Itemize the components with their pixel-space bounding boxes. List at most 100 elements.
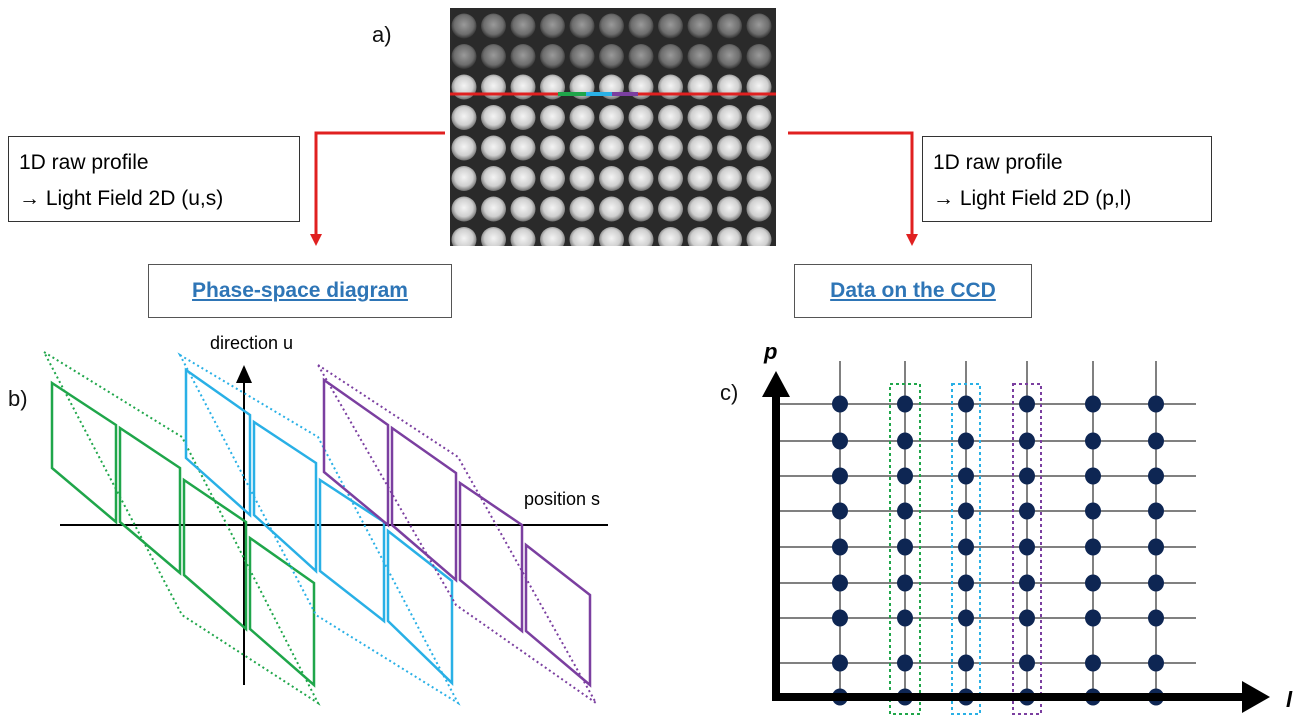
microlens-spot [628,105,654,130]
ccd-data-link[interactable]: Data on the CCD [830,279,996,302]
microlens-spot [451,196,477,222]
l-axis-arrowhead [1242,681,1270,713]
ccd-grid-diagram: p l [762,339,1293,715]
blue-cell-4 [386,528,454,686]
microlens-spot [599,196,624,222]
microlens-spot [746,13,772,39]
pixel-dot [832,395,848,413]
pixel-dot [897,395,913,413]
left-box-line2: → Light Field 2D (u,s) [19,187,224,210]
microlens-spot [569,135,595,161]
pixel-dot [1085,395,1101,413]
microlens-spot [687,13,713,39]
pixel-dot [897,654,913,672]
l-axis-label: l [1286,687,1293,712]
pixel-dot [1085,502,1101,520]
pixel-dot [897,574,913,592]
microlens-spot [717,105,742,130]
microlens-spot [746,227,772,246]
left-arrow-head [310,234,322,246]
microlens-spot [599,13,624,39]
microlens-spot [599,166,624,191]
microlens-spot [569,44,595,69]
pixel-dot [958,654,974,672]
p-axis-arrowhead [762,371,790,397]
pixel-dot [1085,467,1101,485]
microlens-spot [628,13,654,39]
panel-b-label: b) [8,386,28,411]
microlens-spot [717,13,742,39]
microlens-spot [717,166,742,191]
microlens-spot [628,44,654,69]
pixel-dot [1148,574,1164,592]
microlens-spot [540,13,565,39]
phase-space-link-box[interactable]: Phase-space diagram [148,264,452,318]
pixel-dot [897,502,913,520]
purple-cell-4 [524,542,592,688]
microlens-spot [569,13,595,39]
pixel-dot [832,432,848,450]
pixel-dot [1019,502,1035,520]
phase-space-link[interactable]: Phase-space diagram [192,279,408,302]
microlens-spot [687,166,713,191]
microlens-spot [746,196,772,222]
microlens-spot [628,166,654,191]
microlens-spot [569,166,595,191]
microlens-spot [451,227,477,246]
pixel-dot [1148,432,1164,450]
microlens-spot [717,227,742,246]
blue-cell-3 [318,477,386,624]
pixel-dot [1019,538,1035,556]
microlens-spot [687,135,713,161]
pixel-dot [832,467,848,485]
microlens-spot [510,44,536,69]
microlens-spot [599,105,624,130]
microlens-spot [451,44,477,69]
pixel-dot [832,574,848,592]
pixel-dot [1148,654,1164,672]
microlens-spot [628,196,654,222]
pixel-dot [1085,654,1101,672]
ccd-grid [776,361,1196,706]
pixel-dot [1019,609,1035,627]
purple-cell-2 [390,425,458,583]
microlens-spot [658,135,683,161]
pixel-dot [832,654,848,672]
pixel-dot [958,609,974,627]
pixel-dot [1148,538,1164,556]
microlens-spot [687,196,713,222]
green-highlight-column [889,383,921,715]
pixel-dot [958,432,974,450]
microlens-spot [569,227,595,246]
microlens-spot [658,105,683,130]
microlens-spot [481,166,506,191]
pixel-dot [958,395,974,413]
blue-dotted-envelope [177,352,461,706]
pixel-dot [1148,609,1164,627]
pixel-dot [1148,395,1164,413]
microlens-spot [540,196,565,222]
ccd-data-link-box[interactable]: Data on the CCD [794,264,1032,318]
microlens-spot [451,135,477,161]
green-cell-4 [248,535,316,688]
microlens-spot [717,196,742,222]
microlens-spot [746,166,772,191]
pixel-dot [832,502,848,520]
right-box-line2: → Light Field 2D (p,l) [933,187,1132,210]
p-axis-label: p [763,339,777,364]
microlens-spot [481,227,506,246]
pixel-dot [958,574,974,592]
microlens-spot [510,227,536,246]
microlens-spot [481,13,506,39]
microlens-spot [540,227,565,246]
microlens-spot [510,135,536,161]
microlens-spot [599,227,624,246]
microlens-spot [569,105,595,130]
pixel-dot [832,538,848,556]
microlens-spot [717,44,742,69]
pixel-dot [1148,467,1164,485]
pixel-dot [1019,395,1035,413]
green-cell-1 [50,380,118,525]
right-profile-box: 1D raw profile → Light Field 2D (p,l) [922,136,1212,222]
purple-highlight-column [1012,383,1042,715]
